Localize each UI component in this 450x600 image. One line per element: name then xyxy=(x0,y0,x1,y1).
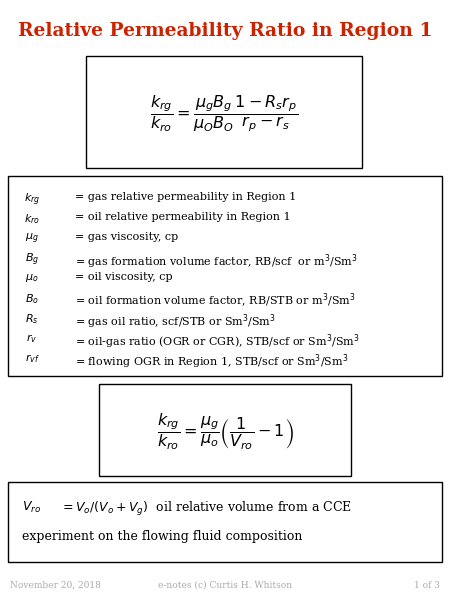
Text: $\mu_g$: $\mu_g$ xyxy=(25,232,39,247)
Text: $\dfrac{k_{rg}}{k_{ro}} = \dfrac{\mu_g B_g}{\mu_O B_O} \dfrac{1 - R_s r_p}{r_p -: $\dfrac{k_{rg}}{k_{ro}} = \dfrac{\mu_g B… xyxy=(150,94,298,134)
Text: = oil formation volume factor, RB/STB or m$^3$/Sm$^3$: = oil formation volume factor, RB/STB or… xyxy=(75,292,356,310)
FancyBboxPatch shape xyxy=(8,176,442,376)
Text: 1 of 3: 1 of 3 xyxy=(414,581,440,590)
Text: $R_s$: $R_s$ xyxy=(25,312,39,326)
Text: $r_{vf}$: $r_{vf}$ xyxy=(25,352,40,365)
FancyBboxPatch shape xyxy=(8,482,442,562)
Text: $k_{rg}$: $k_{rg}$ xyxy=(24,192,40,208)
Text: $\mu_o$: $\mu_o$ xyxy=(25,272,39,284)
Text: $B_o$: $B_o$ xyxy=(25,292,39,306)
Text: = oil-gas ratio (OGR or CGR), STB/scf or Sm$^3$/Sm$^3$: = oil-gas ratio (OGR or CGR), STB/scf or… xyxy=(75,332,360,350)
Text: $B_g$: $B_g$ xyxy=(25,252,39,268)
Text: = oil relative permeability in Region 1: = oil relative permeability in Region 1 xyxy=(75,212,291,222)
Text: $= V_o/(V_o+V_g)$  oil relative volume from a CCE: $= V_o/(V_o+V_g)$ oil relative volume fr… xyxy=(60,500,352,518)
Text: $V_{ro}$: $V_{ro}$ xyxy=(22,500,41,515)
Text: November 20, 2018: November 20, 2018 xyxy=(10,581,101,590)
Text: e-notes (c) Curtis H. Whitson: e-notes (c) Curtis H. Whitson xyxy=(158,581,292,590)
Text: $r_v$: $r_v$ xyxy=(27,332,38,345)
Text: = gas viscosity, cp: = gas viscosity, cp xyxy=(75,232,178,242)
FancyBboxPatch shape xyxy=(99,384,351,476)
Text: $\dfrac{k_{rg}}{k_{ro}} = \dfrac{\mu_g}{\mu_o} \left( \dfrac{1}{V_{ro}} - 1 \rig: $\dfrac{k_{rg}}{k_{ro}} = \dfrac{\mu_g}{… xyxy=(157,412,293,452)
Text: = flowing OGR in Region 1, STB/scf or Sm$^3$/Sm$^3$: = flowing OGR in Region 1, STB/scf or Sm… xyxy=(75,352,348,371)
Text: = gas relative permeability in Region 1: = gas relative permeability in Region 1 xyxy=(75,192,296,202)
Text: Relative Permeability Ratio in Region 1: Relative Permeability Ratio in Region 1 xyxy=(18,22,432,40)
Text: experiment on the flowing fluid composition: experiment on the flowing fluid composit… xyxy=(22,530,302,543)
FancyBboxPatch shape xyxy=(86,56,362,168)
Text: = gas oil ratio, scf/STB or Sm$^3$/Sm$^3$: = gas oil ratio, scf/STB or Sm$^3$/Sm$^3… xyxy=(75,312,276,331)
Text: = gas formation volume factor, RB/scf  or m$^3$/Sm$^3$: = gas formation volume factor, RB/scf or… xyxy=(75,252,358,271)
Text: $k_{ro}$: $k_{ro}$ xyxy=(24,212,40,226)
Text: = oil viscosity, cp: = oil viscosity, cp xyxy=(75,272,173,282)
